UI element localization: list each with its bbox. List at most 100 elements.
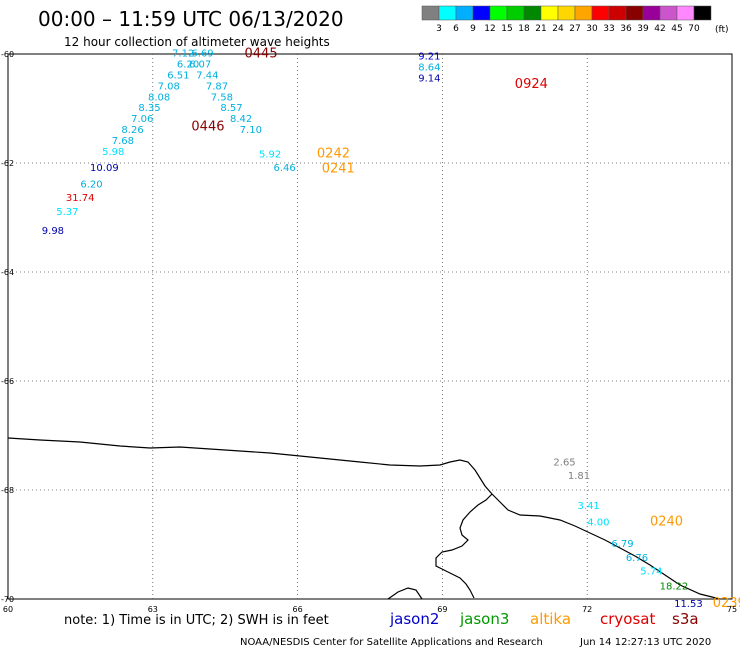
- satellite-label: jason2: [389, 610, 439, 628]
- wave-height-value: 8.26: [121, 125, 143, 136]
- wave-height-value: 7.06: [131, 114, 153, 125]
- footer-timestamp: Jun 14 12:27:13 UTC 2020: [579, 637, 711, 648]
- inner-shoreline: [435, 493, 493, 599]
- x-tick-label: 60: [3, 605, 13, 614]
- wave-height-value: 7.12: [172, 49, 194, 60]
- legend-swatch: [693, 5, 712, 21]
- wave-height-value: 6.20: [177, 60, 199, 71]
- pass-time-label: 0240: [650, 514, 683, 529]
- legend-bin-label: 27: [569, 24, 580, 34]
- wave-height-value: 5.37: [56, 207, 78, 218]
- legend-bin-label: 9: [470, 24, 476, 34]
- wave-height-value: 7.08: [158, 81, 180, 92]
- y-tick-label: -68: [1, 486, 14, 495]
- wave-height-value: 11.53: [674, 599, 703, 610]
- legend-swatch: [523, 5, 542, 21]
- wave-height-value: 9.98: [42, 226, 64, 237]
- legend-bin-label: 30: [586, 24, 598, 34]
- pass-time-label: 0241: [322, 161, 355, 176]
- legend-bin-label: 42: [654, 24, 665, 34]
- legend-bin-label: 45: [671, 24, 682, 34]
- wave-height-value: 6.51: [167, 71, 189, 82]
- wave-height-value: 4.00: [587, 517, 609, 528]
- pass-time-label: 0239: [713, 596, 740, 611]
- wave-height-value: 8.08: [148, 92, 170, 103]
- wave-height-value: 8.57: [220, 103, 242, 114]
- legend-swatch: [608, 5, 627, 21]
- wave-height-value: 7.44: [196, 71, 218, 82]
- y-tick-label: -70: [1, 595, 14, 604]
- legend-bin-label: 33: [603, 24, 614, 34]
- legend-swatch: [438, 5, 457, 21]
- legend-bin-label: 21: [535, 24, 546, 34]
- legend-swatch: [506, 5, 525, 21]
- x-tick-label: 69: [437, 605, 447, 614]
- legend-bin-label: 24: [552, 24, 564, 34]
- pass-time-label: 0242: [317, 147, 350, 162]
- legend-swatch: [489, 5, 508, 21]
- legend-swatch: [421, 5, 440, 21]
- wave-height-value: 9.14: [418, 73, 440, 84]
- wave-height-value: 18.22: [660, 582, 689, 593]
- x-tick-label: 66: [293, 605, 303, 614]
- wave-height-value: 7.87: [206, 81, 228, 92]
- pass-time-label: 0445: [245, 46, 278, 61]
- pass-time-label: 0446: [191, 119, 224, 134]
- x-tick-label: 75: [727, 605, 737, 614]
- legend-swatch: [574, 5, 593, 21]
- figure-title: 00:00 – 11:59 UTC 06/13/2020: [38, 7, 344, 31]
- wave-height-value: 1.81: [568, 471, 590, 482]
- coastline: [7, 437, 721, 600]
- legend-swatch: [676, 5, 695, 21]
- legend-swatch: [557, 5, 576, 21]
- legend-swatch: [540, 5, 559, 21]
- y-tick-label: -62: [1, 159, 14, 168]
- wave-height-value: 6.79: [611, 539, 633, 550]
- wave-height-value: 3.41: [578, 501, 600, 512]
- map-frame: [7, 53, 733, 600]
- wave-height-value: 8.35: [138, 103, 160, 114]
- legend-swatch: [659, 5, 678, 21]
- wave-height-value: 6.07: [189, 60, 211, 71]
- legend-bin-label: 6: [453, 24, 459, 34]
- legend-bin-label: 15: [501, 24, 512, 34]
- legend-bin-label: 70: [688, 24, 700, 34]
- satellite-label: s3a: [672, 610, 699, 628]
- satellite-legend: jason2 jason3 altika cryosat s3a: [389, 610, 699, 628]
- legend-swatch: [472, 5, 491, 21]
- wave-height-value: 6.76: [626, 553, 648, 564]
- y-tick-label: -60: [1, 50, 14, 59]
- lower-shoreline: [387, 587, 423, 600]
- legend-bin-label: 18: [518, 24, 530, 34]
- wave-height-value: 5.98: [102, 147, 124, 158]
- wave-height-value: 6.20: [80, 180, 102, 191]
- map-grid: [8, 54, 732, 599]
- wave-height-legend: 3 6 9 12 15 18 21 24 27 30 33 36 39 42 45 70: [421, 5, 712, 34]
- wave-height-value: 8.42: [230, 114, 252, 125]
- wave-height-value: 6.46: [273, 163, 295, 174]
- wave-height-value: 9.21: [418, 51, 440, 62]
- satellite-label: altika: [530, 610, 571, 628]
- legend-swatch: [455, 5, 474, 21]
- y-tick-label: -64: [1, 268, 14, 277]
- y-tick-label: -66: [1, 377, 14, 386]
- satellite-label: jason3: [459, 610, 509, 628]
- satellite-label: cryosat: [600, 610, 655, 628]
- wave-height-value: 5.92: [259, 150, 281, 161]
- footer-note: note: 1) Time is in UTC; 2) SWH is in fe…: [64, 613, 329, 628]
- legend-unit-label: (ft): [715, 25, 729, 35]
- wave-height-value: 7.10: [240, 125, 262, 136]
- legend-bin-label: 3: [436, 24, 442, 34]
- wave-height-value: 7.58: [211, 92, 233, 103]
- footer-credit: NOAA/NESDIS Center for Satellite Applica…: [240, 637, 543, 648]
- pass-time-label: 0924: [515, 77, 548, 92]
- legend-swatch: [642, 5, 661, 21]
- wave-height-value: 6.69: [191, 49, 213, 60]
- wave-height-value: 7.68: [112, 136, 134, 147]
- observation-layer: 7.126.696.206.076.51 7.447.08 7.878.08 7.58…: [42, 46, 740, 611]
- figure-subtitle: 12 hour collection of altimeter wave hei…: [64, 35, 330, 49]
- legend-bin-label: 12: [484, 24, 495, 34]
- legend-swatch: [591, 5, 610, 21]
- wave-height-value: 5.74: [640, 566, 662, 577]
